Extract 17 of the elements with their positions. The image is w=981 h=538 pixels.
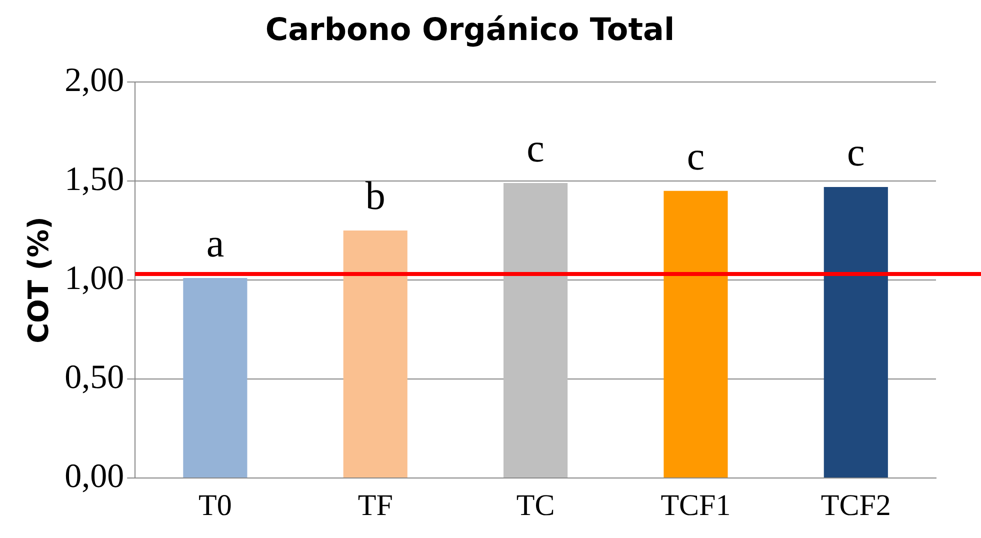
x-tick-label: TCF2 — [820, 488, 891, 522]
y-tick-label: 1,50 — [64, 160, 124, 198]
annotation: a — [206, 220, 224, 266]
y-tick-label: 0,00 — [64, 458, 124, 495]
chart-title: Carbono Orgánico Total — [264, 12, 676, 48]
x-tick-label: TF — [358, 488, 393, 522]
y-tick-label: 2,00 — [64, 62, 124, 99]
annotation: c — [847, 129, 865, 174]
y-tick-label: 1,00 — [64, 260, 124, 297]
y-axis-title: COT (%) — [22, 216, 56, 344]
x-tick-label: TCF1 — [660, 488, 731, 522]
x-tick-label: TC — [516, 488, 555, 522]
annotation: b — [365, 173, 386, 218]
x-tick-label: T0 — [198, 488, 232, 522]
annotation: c — [686, 133, 705, 178]
annotation: c — [526, 125, 544, 170]
y-tick-label: 0,50 — [64, 358, 124, 396]
